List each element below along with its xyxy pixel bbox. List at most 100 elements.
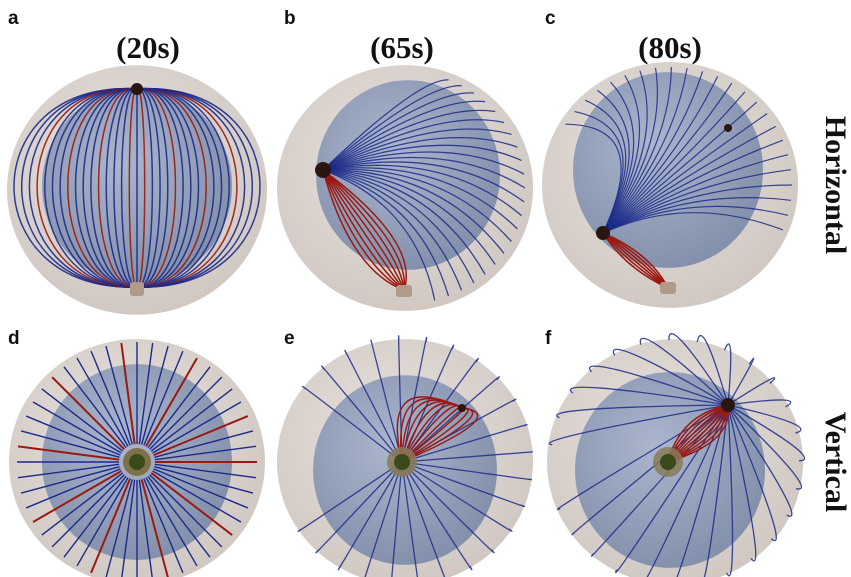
panel-d-vertical-20s	[9, 339, 265, 577]
field-line	[668, 333, 729, 406]
field-line	[322, 169, 405, 291]
field-line	[136, 88, 169, 288]
time-label-80s: (80s)	[638, 30, 702, 65]
field-line	[602, 184, 793, 234]
field-line	[149, 474, 223, 548]
electrode-base	[660, 282, 676, 294]
panel-letter-e: e	[284, 328, 295, 349]
field-line	[28, 88, 138, 288]
panel-letter-c: c	[545, 8, 556, 29]
field-line	[59, 88, 138, 288]
field-line	[67, 88, 138, 288]
field-line	[602, 91, 746, 234]
field-line	[63, 366, 127, 449]
field-line	[13, 88, 138, 288]
field-line	[602, 82, 733, 234]
field-line	[727, 404, 805, 462]
field-line	[696, 335, 729, 406]
field-line	[727, 404, 802, 434]
field-line	[322, 136, 518, 171]
electrode-left	[315, 162, 331, 178]
field-line	[322, 151, 525, 175]
row-label-vertical: Vertical	[819, 412, 851, 513]
field-line	[41, 388, 124, 452]
field-line	[17, 445, 120, 461]
field-line	[25, 415, 121, 456]
field-line	[145, 357, 198, 447]
field-line	[121, 479, 136, 577]
field-line	[589, 365, 729, 406]
field-line	[154, 463, 257, 479]
field-line	[401, 461, 473, 571]
field-line	[152, 401, 242, 454]
field-line	[322, 169, 405, 291]
field-line	[136, 88, 146, 288]
field-line	[32, 470, 122, 523]
field-line	[602, 113, 768, 234]
field-line	[322, 169, 505, 254]
field-line	[136, 88, 246, 288]
field-line	[25, 468, 121, 509]
field-line	[136, 88, 215, 288]
field-line	[136, 88, 192, 288]
field-line	[149, 376, 223, 450]
field-line	[153, 415, 249, 457]
electrode-core	[394, 454, 410, 470]
field-line	[76, 357, 129, 447]
field-line	[136, 88, 154, 288]
field-line	[20, 465, 120, 494]
row-label-horizontal: Horizontal	[819, 116, 851, 254]
field-line	[143, 478, 184, 574]
panel-b-horizontal-65s	[277, 65, 533, 311]
field-line	[74, 88, 138, 288]
time-label-20s: (20s)	[116, 30, 180, 65]
field-line	[76, 477, 129, 567]
field-line	[147, 475, 211, 558]
field-line	[322, 119, 505, 171]
field-line	[602, 232, 669, 289]
field-line	[602, 66, 672, 234]
field-line	[401, 407, 479, 463]
field-line	[322, 79, 449, 171]
field-line	[727, 404, 802, 490]
field-line	[136, 88, 230, 288]
field-line	[322, 164, 522, 217]
field-line	[17, 463, 120, 479]
panel-letter-f: f	[545, 328, 552, 349]
field-line	[90, 350, 131, 446]
panel-a-horizontal-20s	[7, 65, 267, 315]
field-line	[36, 88, 138, 288]
field-line	[136, 88, 253, 288]
field-line	[154, 445, 257, 461]
field-line	[602, 67, 658, 234]
field-line	[322, 169, 496, 265]
field-line	[401, 461, 446, 577]
field-line	[602, 81, 635, 234]
field-line	[639, 337, 729, 406]
field-line	[401, 451, 534, 463]
field-line	[322, 169, 486, 275]
field-line	[301, 385, 403, 463]
field-line	[136, 88, 184, 288]
field-line	[556, 404, 729, 419]
field-line	[322, 85, 462, 171]
field-line	[726, 404, 734, 577]
electrode-base	[130, 282, 144, 296]
field-line	[401, 461, 513, 532]
field-line	[82, 88, 138, 288]
field-line	[364, 461, 403, 577]
field-line	[602, 232, 669, 289]
field-line	[602, 232, 669, 289]
field-line	[154, 465, 254, 494]
field-line	[322, 169, 475, 284]
field-line	[120, 88, 138, 288]
field-line	[727, 357, 755, 406]
field-line	[21, 88, 138, 288]
field-line	[322, 161, 525, 203]
field-line	[703, 404, 729, 577]
field-line	[584, 99, 627, 234]
electrode-top	[458, 404, 466, 412]
field-line	[570, 386, 729, 406]
field-line	[322, 169, 407, 291]
